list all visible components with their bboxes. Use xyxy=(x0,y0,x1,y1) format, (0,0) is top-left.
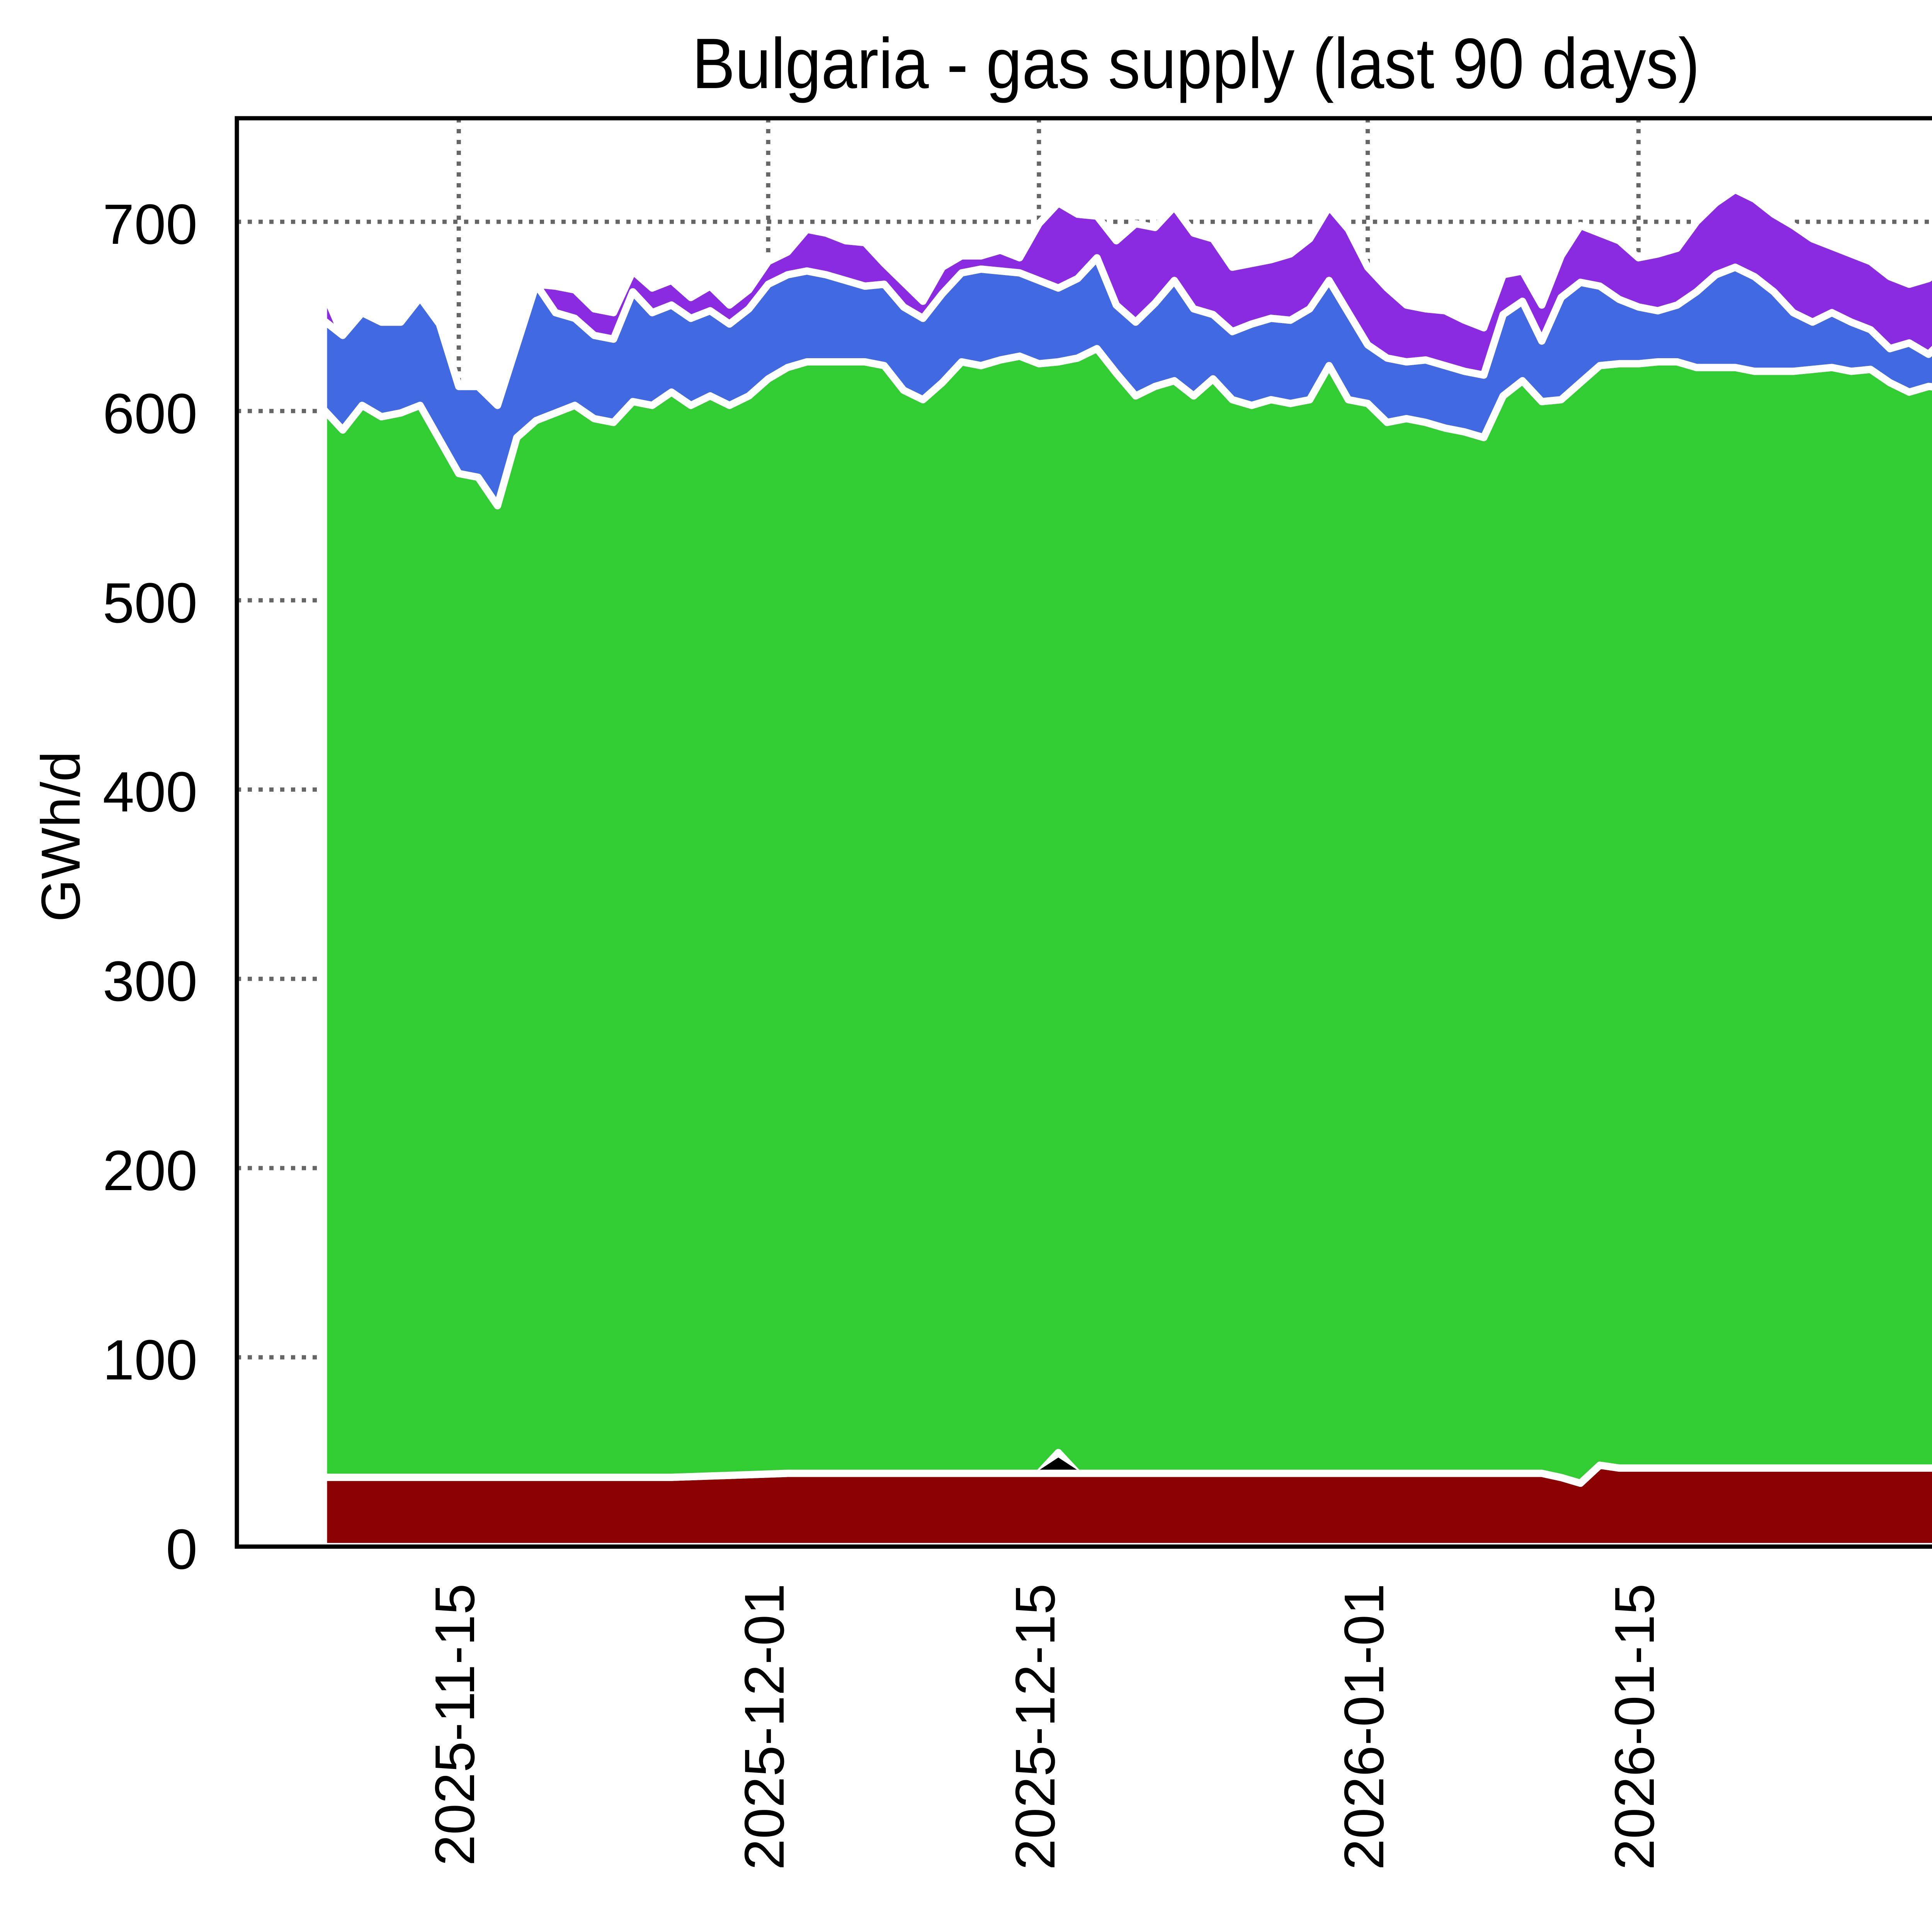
svg-text:200: 200 xyxy=(103,1139,197,1202)
svg-text:2025-12-01: 2025-12-01 xyxy=(733,1583,796,1870)
svg-text:600: 600 xyxy=(103,382,197,446)
svg-text:100: 100 xyxy=(103,1328,197,1392)
svg-text:GWh/d: GWh/d xyxy=(30,751,92,922)
svg-text:700: 700 xyxy=(103,193,197,256)
svg-text:2025-12-15: 2025-12-15 xyxy=(1004,1583,1066,1870)
svg-text:400: 400 xyxy=(103,760,197,824)
svg-text:2026-01-15: 2026-01-15 xyxy=(1603,1583,1666,1870)
svg-text:2025-11-15: 2025-11-15 xyxy=(423,1583,486,1866)
svg-text:300: 300 xyxy=(103,950,197,1013)
svg-text:Bulgaria - gas supply (last 90: Bulgaria - gas supply (last 90 days) xyxy=(692,24,1700,104)
svg-text:0: 0 xyxy=(166,1518,197,1581)
svg-text:500: 500 xyxy=(103,571,197,635)
svg-text:2026-01-01: 2026-01-01 xyxy=(1333,1583,1395,1870)
